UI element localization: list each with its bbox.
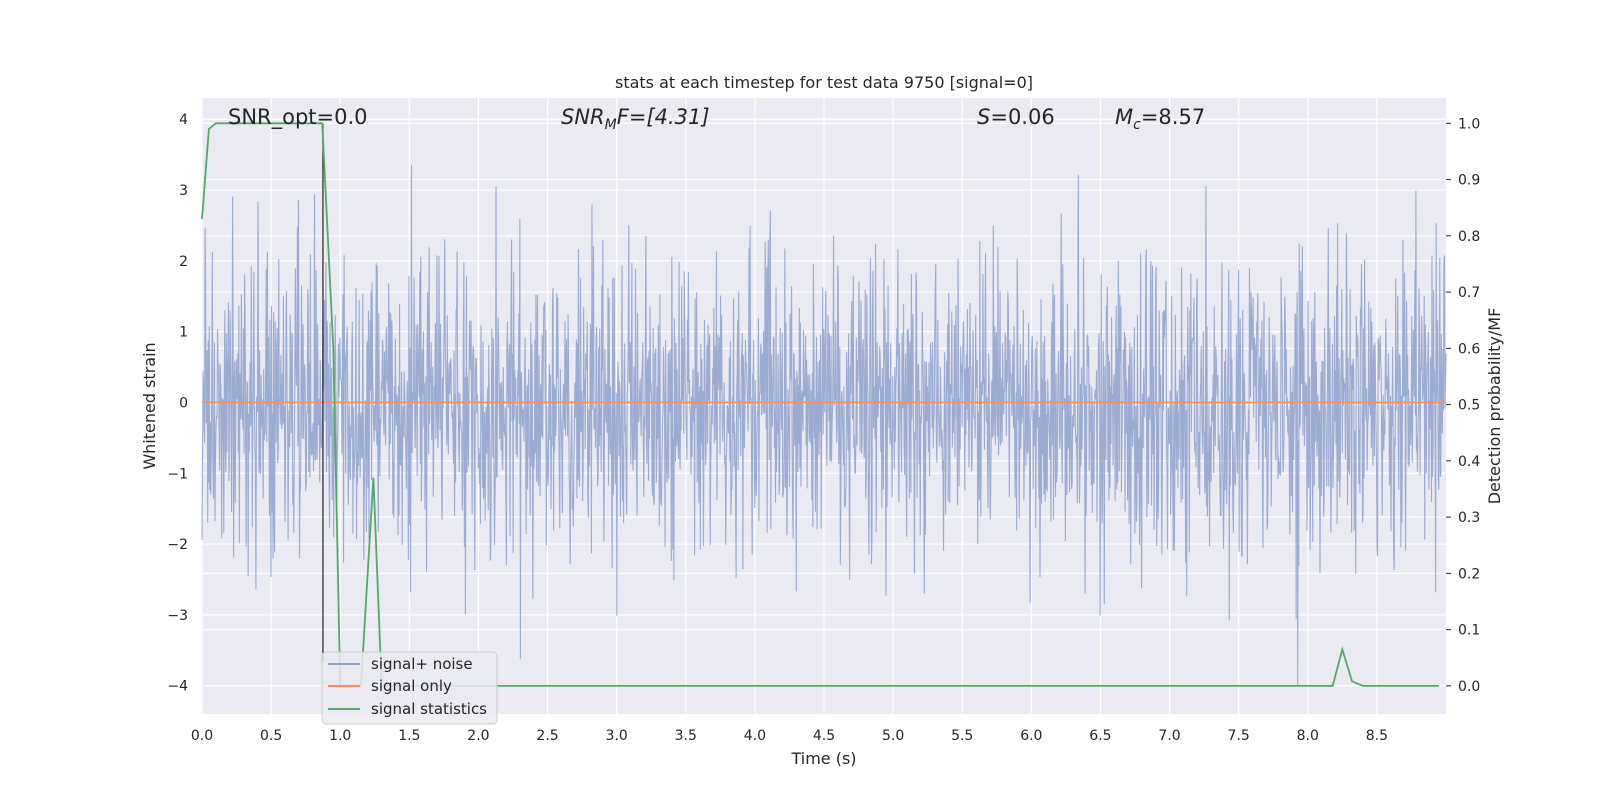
y-left-tick-label: −1 — [167, 466, 188, 482]
legend-label-signal-noise: signal+ noise — [371, 655, 473, 673]
y-right-tick-label: 0.8 — [1458, 229, 1480, 245]
x-tick-label: 6.5 — [1089, 728, 1111, 744]
annotation-snr-mf-sub: M — [605, 117, 617, 133]
annotation-s-main: S — [977, 105, 990, 129]
annotation-snr-opt: SNR_opt=0.0 — [228, 105, 368, 130]
annotation-mc-rest: =8.57 — [1141, 105, 1205, 129]
x-tick-label: 8.5 — [1366, 728, 1388, 744]
x-tick-label: 8.0 — [1297, 728, 1319, 744]
x-tick-label: 3.0 — [606, 728, 628, 744]
legend-box — [321, 651, 498, 725]
y-right-tick-label: 0.4 — [1458, 454, 1480, 470]
annotation-s: S=0.06 — [977, 105, 1055, 129]
x-tick-label: 4.5 — [813, 728, 835, 744]
annotation-s-rest: =0.06 — [990, 105, 1054, 129]
y-left-tick-label: −4 — [167, 679, 188, 695]
y-right-tick-label: 0.1 — [1458, 623, 1480, 639]
y-left-tick-label: 1 — [179, 325, 188, 341]
y-right-tick-label: 0.7 — [1458, 285, 1480, 301]
chart-title: stats at each timestep for test data 975… — [615, 73, 1033, 92]
y-left-tick-label: −2 — [167, 537, 188, 553]
y-right-tick-label: 0.6 — [1458, 341, 1480, 357]
legend-label-signal-statistics: signal statistics — [371, 700, 487, 718]
annotation-snr-mf-rest: F=[4.31] — [617, 105, 710, 129]
y-right-tick-label: 0.2 — [1458, 566, 1480, 582]
tick-labels: 0.0 0.5 1.0 1.5 2.0 2.5 3.0 3.5 4.0 4.5 5.0 5.5 6.0 6… — [167, 112, 1480, 744]
y-right-tick-label: 0.0 — [1458, 679, 1480, 695]
y-left-tick-label: −3 — [167, 608, 188, 624]
x-tick-label: 7.0 — [1158, 728, 1180, 744]
y-right-tick-label: 1.0 — [1458, 116, 1480, 132]
annotation-mc-main: M — [1115, 105, 1133, 129]
x-tick-label: 6.0 — [1020, 728, 1042, 744]
x-tick-label: 3.5 — [675, 728, 697, 744]
series-signal-noise — [201, 164, 1447, 686]
annotation-mc: Mc=8.57 — [1115, 105, 1205, 133]
y-right-tick-label: 0.3 — [1458, 510, 1480, 526]
x-tick-label: 0.5 — [260, 728, 282, 744]
x-tick-label: 2.5 — [536, 728, 558, 744]
y-left-tick-label: 2 — [179, 254, 188, 270]
x-tick-label: 0.0 — [191, 728, 213, 744]
line-signal-noise — [201, 164, 1447, 686]
annotation-snr-mf: SNRMF=[4.31] — [561, 105, 710, 133]
x-tick-label: 7.5 — [1228, 728, 1250, 744]
annotation-snr-mf-main: SNR — [561, 105, 605, 129]
legend-label-signal-only: signal only — [371, 677, 452, 695]
y-right-tick-label: 0.9 — [1458, 173, 1480, 189]
x-tick-label: 5.0 — [882, 728, 904, 744]
x-tick-label: 2.0 — [467, 728, 489, 744]
legend: signal+ noise signal only signal statist… — [321, 651, 498, 725]
x-tick-label: 4.0 — [744, 728, 766, 744]
y-right-tick-label: 0.5 — [1458, 398, 1480, 414]
y-axis-left-label: Whitened strain — [140, 342, 159, 469]
y-axis-right-label: Detection probability/MF — [1485, 308, 1504, 505]
x-tick-label: 1.0 — [329, 728, 351, 744]
y-left-tick-label: 4 — [179, 112, 188, 128]
y-left-tick-label: 3 — [179, 183, 188, 199]
annotation-mc-sub: c — [1133, 117, 1141, 133]
x-axis-label: Time (s) — [790, 749, 856, 768]
y-left-tick-label: 0 — [179, 395, 188, 411]
x-tick-label: 1.5 — [398, 728, 420, 744]
x-tick-label: 5.5 — [951, 728, 973, 744]
